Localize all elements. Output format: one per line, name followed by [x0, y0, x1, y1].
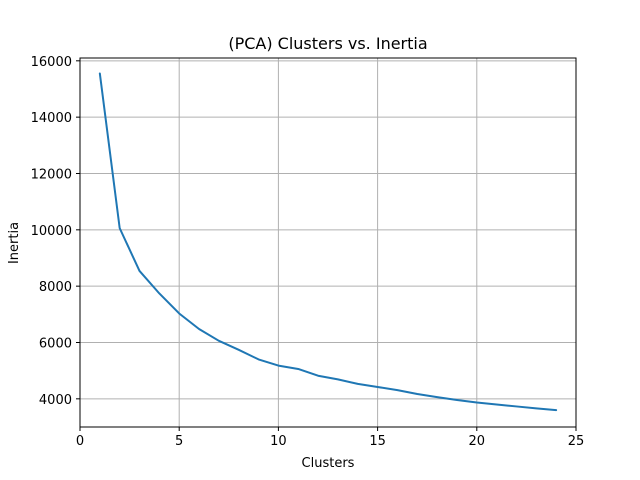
- y-tick-label: 16000: [31, 55, 72, 70]
- y-axis-label: Inertia: [7, 222, 22, 264]
- x-tick-label: 15: [369, 434, 386, 449]
- x-tick-label: 0: [76, 434, 84, 449]
- x-tick-label: 5: [175, 434, 183, 449]
- y-tick-label: 14000: [31, 111, 72, 126]
- chart-title: (PCA) Clusters vs. Inertia: [228, 34, 427, 53]
- x-axis-label: Clusters: [302, 456, 355, 471]
- y-tick-label: 10000: [31, 224, 72, 239]
- grid: [79, 58, 577, 427]
- ticks: 0 5 10 15 20 25 4000 6000 8000 10000 12000 14000 160…: [31, 55, 585, 449]
- x-tick-label: 10: [270, 434, 287, 449]
- plot-frame: [79, 57, 577, 428]
- x-tick-label: 25: [568, 434, 585, 449]
- series-layer: [98, 72, 558, 412]
- y-tick-label: 12000: [31, 167, 72, 182]
- x-tick-label: 20: [469, 434, 486, 449]
- y-tick-label: 8000: [39, 280, 72, 295]
- inertia-line: [98, 72, 558, 412]
- y-tick-label: 6000: [39, 336, 72, 351]
- y-tick-label: 4000: [39, 393, 72, 408]
